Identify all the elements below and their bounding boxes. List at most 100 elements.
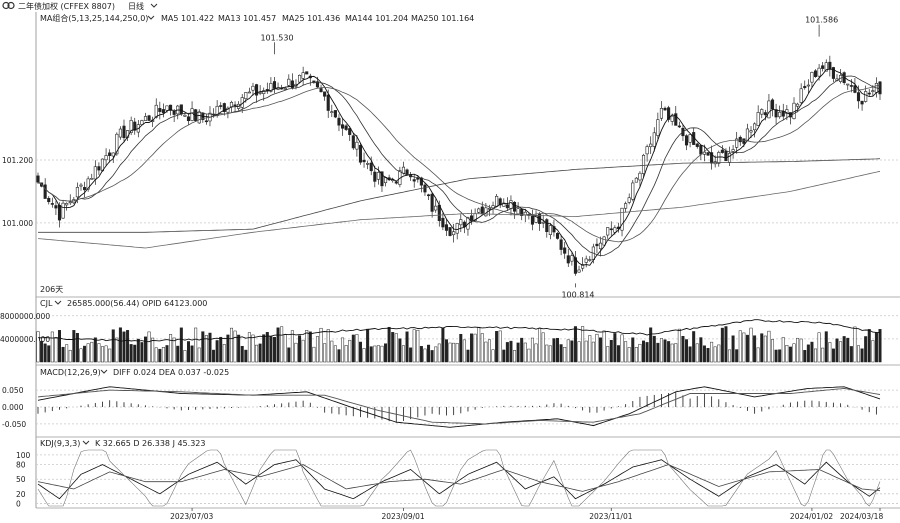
candle-body — [702, 151, 706, 155]
chevron-down-icon[interactable] — [82, 440, 90, 445]
chevron-down-icon[interactable] — [150, 3, 158, 8]
candle-body — [54, 205, 58, 209]
candle-body — [598, 242, 603, 250]
volume-bar — [61, 346, 65, 363]
kdj-tick-label: 80 — [16, 461, 26, 470]
candle-body — [853, 85, 857, 93]
candle-body — [455, 223, 459, 234]
volume-bar — [176, 345, 180, 363]
volume-bar — [212, 349, 216, 363]
candle-body — [448, 227, 452, 236]
candle-body — [803, 86, 807, 89]
volume-bar — [814, 348, 818, 363]
period-selector[interactable]: 日线 — [128, 1, 144, 11]
candle-body — [362, 159, 366, 163]
candle-body — [312, 80, 316, 83]
high-price-label-2: 101.586 — [805, 16, 838, 25]
candle-body — [426, 194, 431, 197]
candle-body — [810, 72, 814, 83]
volume-bar — [663, 339, 667, 363]
volume-bar — [43, 343, 47, 363]
volume-bar — [613, 333, 617, 363]
candle-body — [627, 197, 631, 203]
candle-body — [684, 135, 689, 146]
candle-body — [659, 108, 663, 119]
candle-body — [778, 111, 782, 118]
candle-body — [731, 149, 735, 152]
candle-body — [444, 224, 449, 231]
candle-body — [770, 99, 775, 110]
candle-body — [179, 104, 183, 115]
volume-bar — [72, 330, 76, 363]
volume-bar — [455, 343, 459, 363]
volume-bar — [771, 339, 775, 363]
candle-body — [849, 85, 853, 87]
volume-bar — [315, 336, 319, 363]
kdj-tick-label: 100 — [16, 451, 31, 460]
macd-histogram — [37, 392, 877, 423]
volume-bar — [774, 349, 778, 363]
volume-bar — [423, 348, 427, 363]
candle-body — [767, 100, 771, 119]
candle-body — [326, 94, 330, 111]
volume-bar — [588, 335, 592, 363]
volume-bar — [602, 330, 606, 363]
candle-body — [401, 166, 406, 174]
volume-bar — [355, 334, 359, 363]
ma25-line — [37, 84, 881, 243]
candle-body — [695, 143, 699, 147]
volume-bar — [616, 345, 620, 363]
volume-bar — [878, 329, 882, 363]
volume-bar — [577, 341, 581, 363]
candle-body — [108, 152, 112, 156]
chevron-down-icon[interactable] — [147, 15, 155, 20]
ma-group-title[interactable]: MA组合(5,13,25,144,250,0) — [40, 13, 148, 23]
ma5-line — [37, 68, 881, 266]
volume-bar — [419, 346, 423, 363]
volume-bar — [756, 347, 760, 363]
low-price-label: 100.814 — [561, 290, 594, 299]
candle-body — [677, 125, 681, 128]
candle-body — [477, 208, 481, 213]
volume-bar — [821, 347, 825, 363]
volume-bar — [595, 333, 599, 363]
candle-body — [509, 200, 513, 209]
volume-bar — [624, 341, 628, 363]
link-icon[interactable] — [2, 1, 15, 10]
volume-bar — [831, 348, 835, 363]
volume-bar — [86, 343, 90, 363]
candle-body — [634, 177, 638, 183]
volume-bar — [222, 344, 226, 363]
candle-body — [68, 201, 72, 204]
candle-body — [817, 67, 821, 77]
volume-bar — [97, 343, 101, 363]
kdj-title[interactable]: KDJ(9,3,3) — [40, 439, 80, 448]
volume-bar — [283, 334, 287, 363]
volume-bar — [846, 337, 850, 363]
volume-bar — [280, 326, 284, 363]
candle-body — [856, 92, 861, 102]
volume-bar — [824, 331, 828, 363]
volume-values: 26585.000(56.44) OPID 64123.000 — [67, 299, 207, 308]
volume-bar — [129, 344, 133, 363]
candle-body — [631, 182, 635, 200]
candle-body — [609, 228, 613, 231]
candle-body — [781, 111, 785, 117]
volume-bar — [760, 333, 764, 363]
volume-bar — [226, 334, 230, 363]
volume-title[interactable]: CJL — [40, 299, 53, 308]
volume-bar — [656, 342, 660, 363]
candle-body — [79, 184, 83, 187]
j-line — [37, 449, 881, 507]
macd-title[interactable]: MACD(12,26,9) — [40, 368, 101, 377]
candle-body — [287, 78, 291, 86]
volume-bar — [68, 349, 72, 363]
chevron-down-icon[interactable] — [100, 369, 108, 374]
candle-body — [251, 85, 255, 91]
volume-bar — [856, 345, 861, 363]
chevron-down-icon[interactable] — [54, 300, 62, 305]
candle-body — [323, 91, 327, 97]
volume-bar — [692, 331, 696, 363]
volume-bar — [90, 341, 94, 363]
